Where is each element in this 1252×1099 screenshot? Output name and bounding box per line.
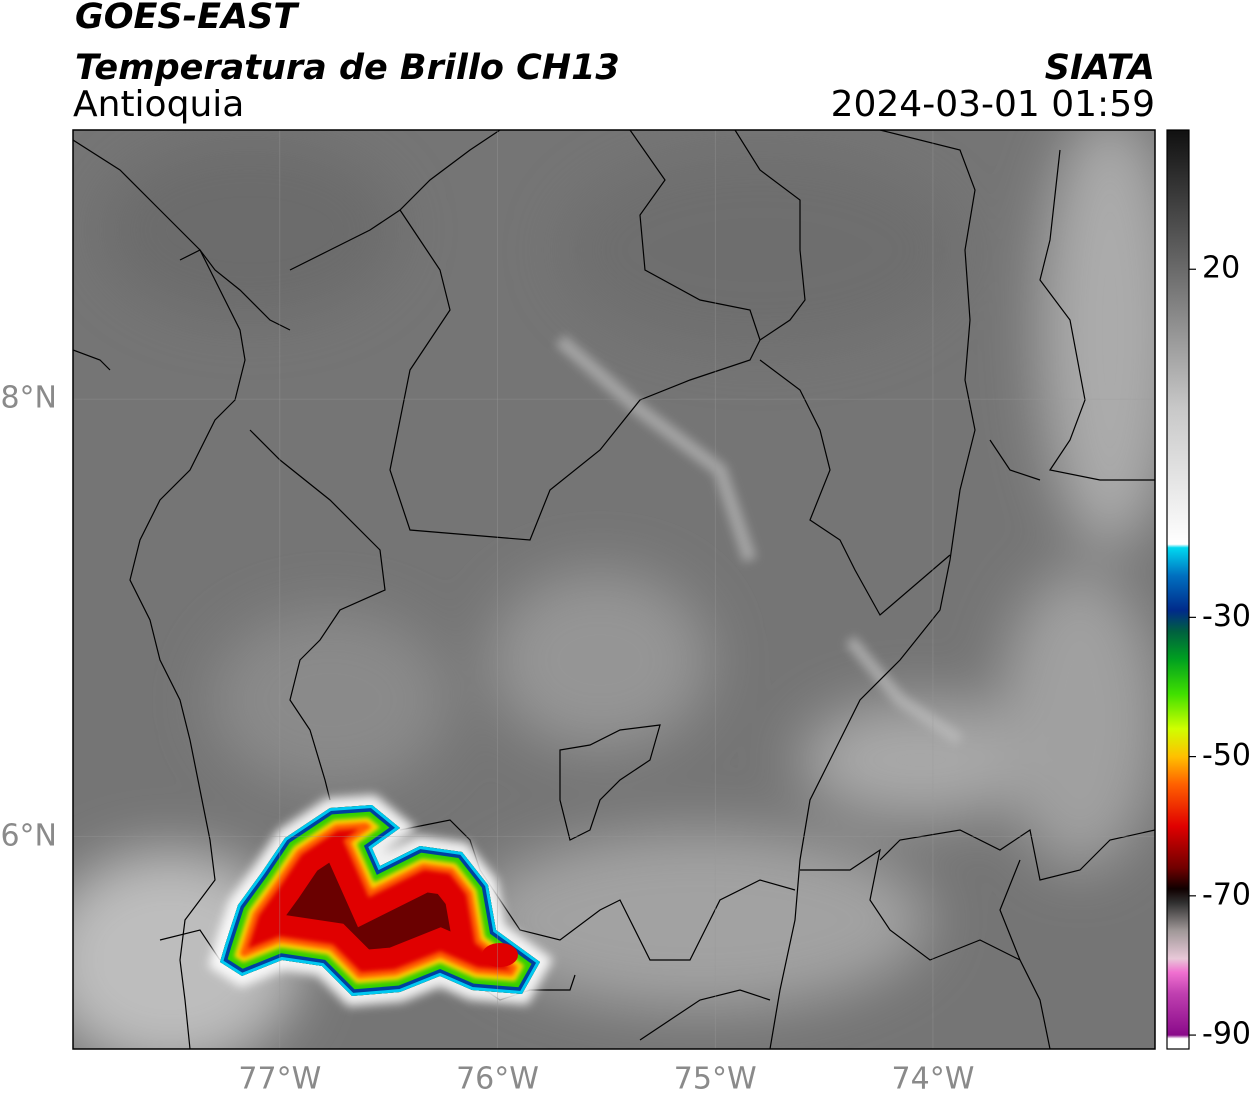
y-tick-label: 6°N xyxy=(0,818,57,853)
map-frame xyxy=(72,129,1156,1050)
colorbar-tick-label: -90 xyxy=(1202,1017,1251,1052)
colorbar xyxy=(1166,129,1190,1050)
colorbar-tick-label: -50 xyxy=(1202,738,1251,773)
storm xyxy=(220,805,540,996)
country-borders xyxy=(73,130,1155,1049)
x-tick-label: 76°W xyxy=(456,1062,539,1097)
region: Antioquia xyxy=(73,84,244,125)
title: GOES-EAST xyxy=(75,0,300,37)
source: SIATA xyxy=(1045,48,1155,88)
map-image xyxy=(73,130,1155,1049)
datetime: 2024-03-01 01:59 xyxy=(831,84,1155,125)
subtitle: Temperatura de Brillo CH13 xyxy=(75,48,620,88)
x-tick-label: 75°W xyxy=(674,1062,757,1097)
y-tick-label: 8°N xyxy=(0,381,57,416)
colorbar-tick-label: -70 xyxy=(1202,877,1251,912)
x-tick-label: 74°W xyxy=(892,1062,975,1097)
x-tick-label: 77°W xyxy=(238,1062,321,1097)
colorbar-tick-label: -30 xyxy=(1202,599,1251,634)
colorbar-tick-label: 20 xyxy=(1202,251,1240,286)
